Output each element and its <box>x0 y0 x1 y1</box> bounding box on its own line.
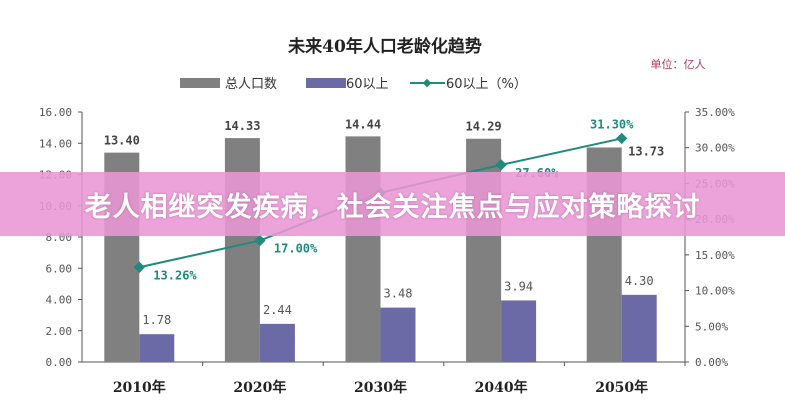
x-tick-label: 2010年 <box>113 379 166 396</box>
right-tick-label: 5.00% <box>695 320 728 333</box>
bar-over60-label: 3.94 <box>504 279 533 293</box>
bar-over60-label: 3.48 <box>384 287 413 301</box>
right-tick-label: 30.00% <box>695 142 735 155</box>
left-tick-label: 0.00 <box>46 356 73 369</box>
left-tick-label: 14.00 <box>39 137 72 150</box>
bar-over60-label: 4.30 <box>625 274 654 288</box>
right-tick-label: 10.00% <box>695 285 735 298</box>
line-point-label: 31.30% <box>590 117 634 131</box>
x-tick-label: 2020年 <box>233 379 286 396</box>
chart-title: 未来40年人口老龄化趋势 <box>287 36 482 57</box>
bar-over60 <box>380 307 416 362</box>
headline-banner: 老人相继突发疾病，社会关注焦点与应对策略探讨 <box>0 172 785 236</box>
legend-marker-pct <box>422 78 432 88</box>
bar-total-population <box>345 136 381 362</box>
headline-text: 老人相继突发疾病，社会关注焦点与应对策略探讨 <box>84 191 701 223</box>
line-point-over60-pct <box>133 261 145 273</box>
x-tick-label: 2050年 <box>595 379 648 396</box>
unit-label: 单位：亿人 <box>651 57 706 71</box>
bar-total-label: 14.29 <box>466 120 502 134</box>
left-tick-label: 4.00 <box>46 294 73 307</box>
bar-over60-label: 2.44 <box>263 303 292 317</box>
bar-total-label: 13.73 <box>628 144 664 158</box>
bar-over60 <box>501 300 537 362</box>
bar-over60-label: 1.78 <box>142 313 171 327</box>
bar-over60 <box>259 323 295 362</box>
bar-over60 <box>621 294 657 362</box>
left-tick-label: 2.00 <box>46 325 73 338</box>
bar-total-label: 14.44 <box>345 117 381 131</box>
x-tick-label: 2030年 <box>354 379 407 396</box>
legend-label-total: 总人口数 <box>225 77 277 92</box>
x-tick-label: 2040年 <box>475 379 528 396</box>
line-point-over60-pct <box>616 132 628 145</box>
right-tick-label: 15.00% <box>695 249 735 262</box>
line-point-over60-pct <box>254 234 266 247</box>
bar-over60 <box>139 334 175 362</box>
line-point-label: 13.26% <box>153 268 197 282</box>
legend-label-pct: 60以上（%） <box>446 77 527 92</box>
legend-swatch-total <box>180 78 220 88</box>
left-tick-label: 6.00 <box>46 262 73 275</box>
right-tick-label: 35.00% <box>695 106 735 119</box>
left-tick-label: 16.00 <box>39 106 72 119</box>
bar-total-label: 14.33 <box>224 119 260 133</box>
right-tick-label: 0.00% <box>695 356 728 369</box>
legend-label-over60: 60以上 <box>346 77 389 92</box>
bar-total-label: 13.40 <box>104 134 140 148</box>
legend: 总人口数 60以上 60以上（%） <box>180 77 527 92</box>
line-point-over60-pct <box>495 159 507 171</box>
legend-swatch-over60 <box>306 78 346 88</box>
line-point-label: 17.00% <box>274 242 318 256</box>
